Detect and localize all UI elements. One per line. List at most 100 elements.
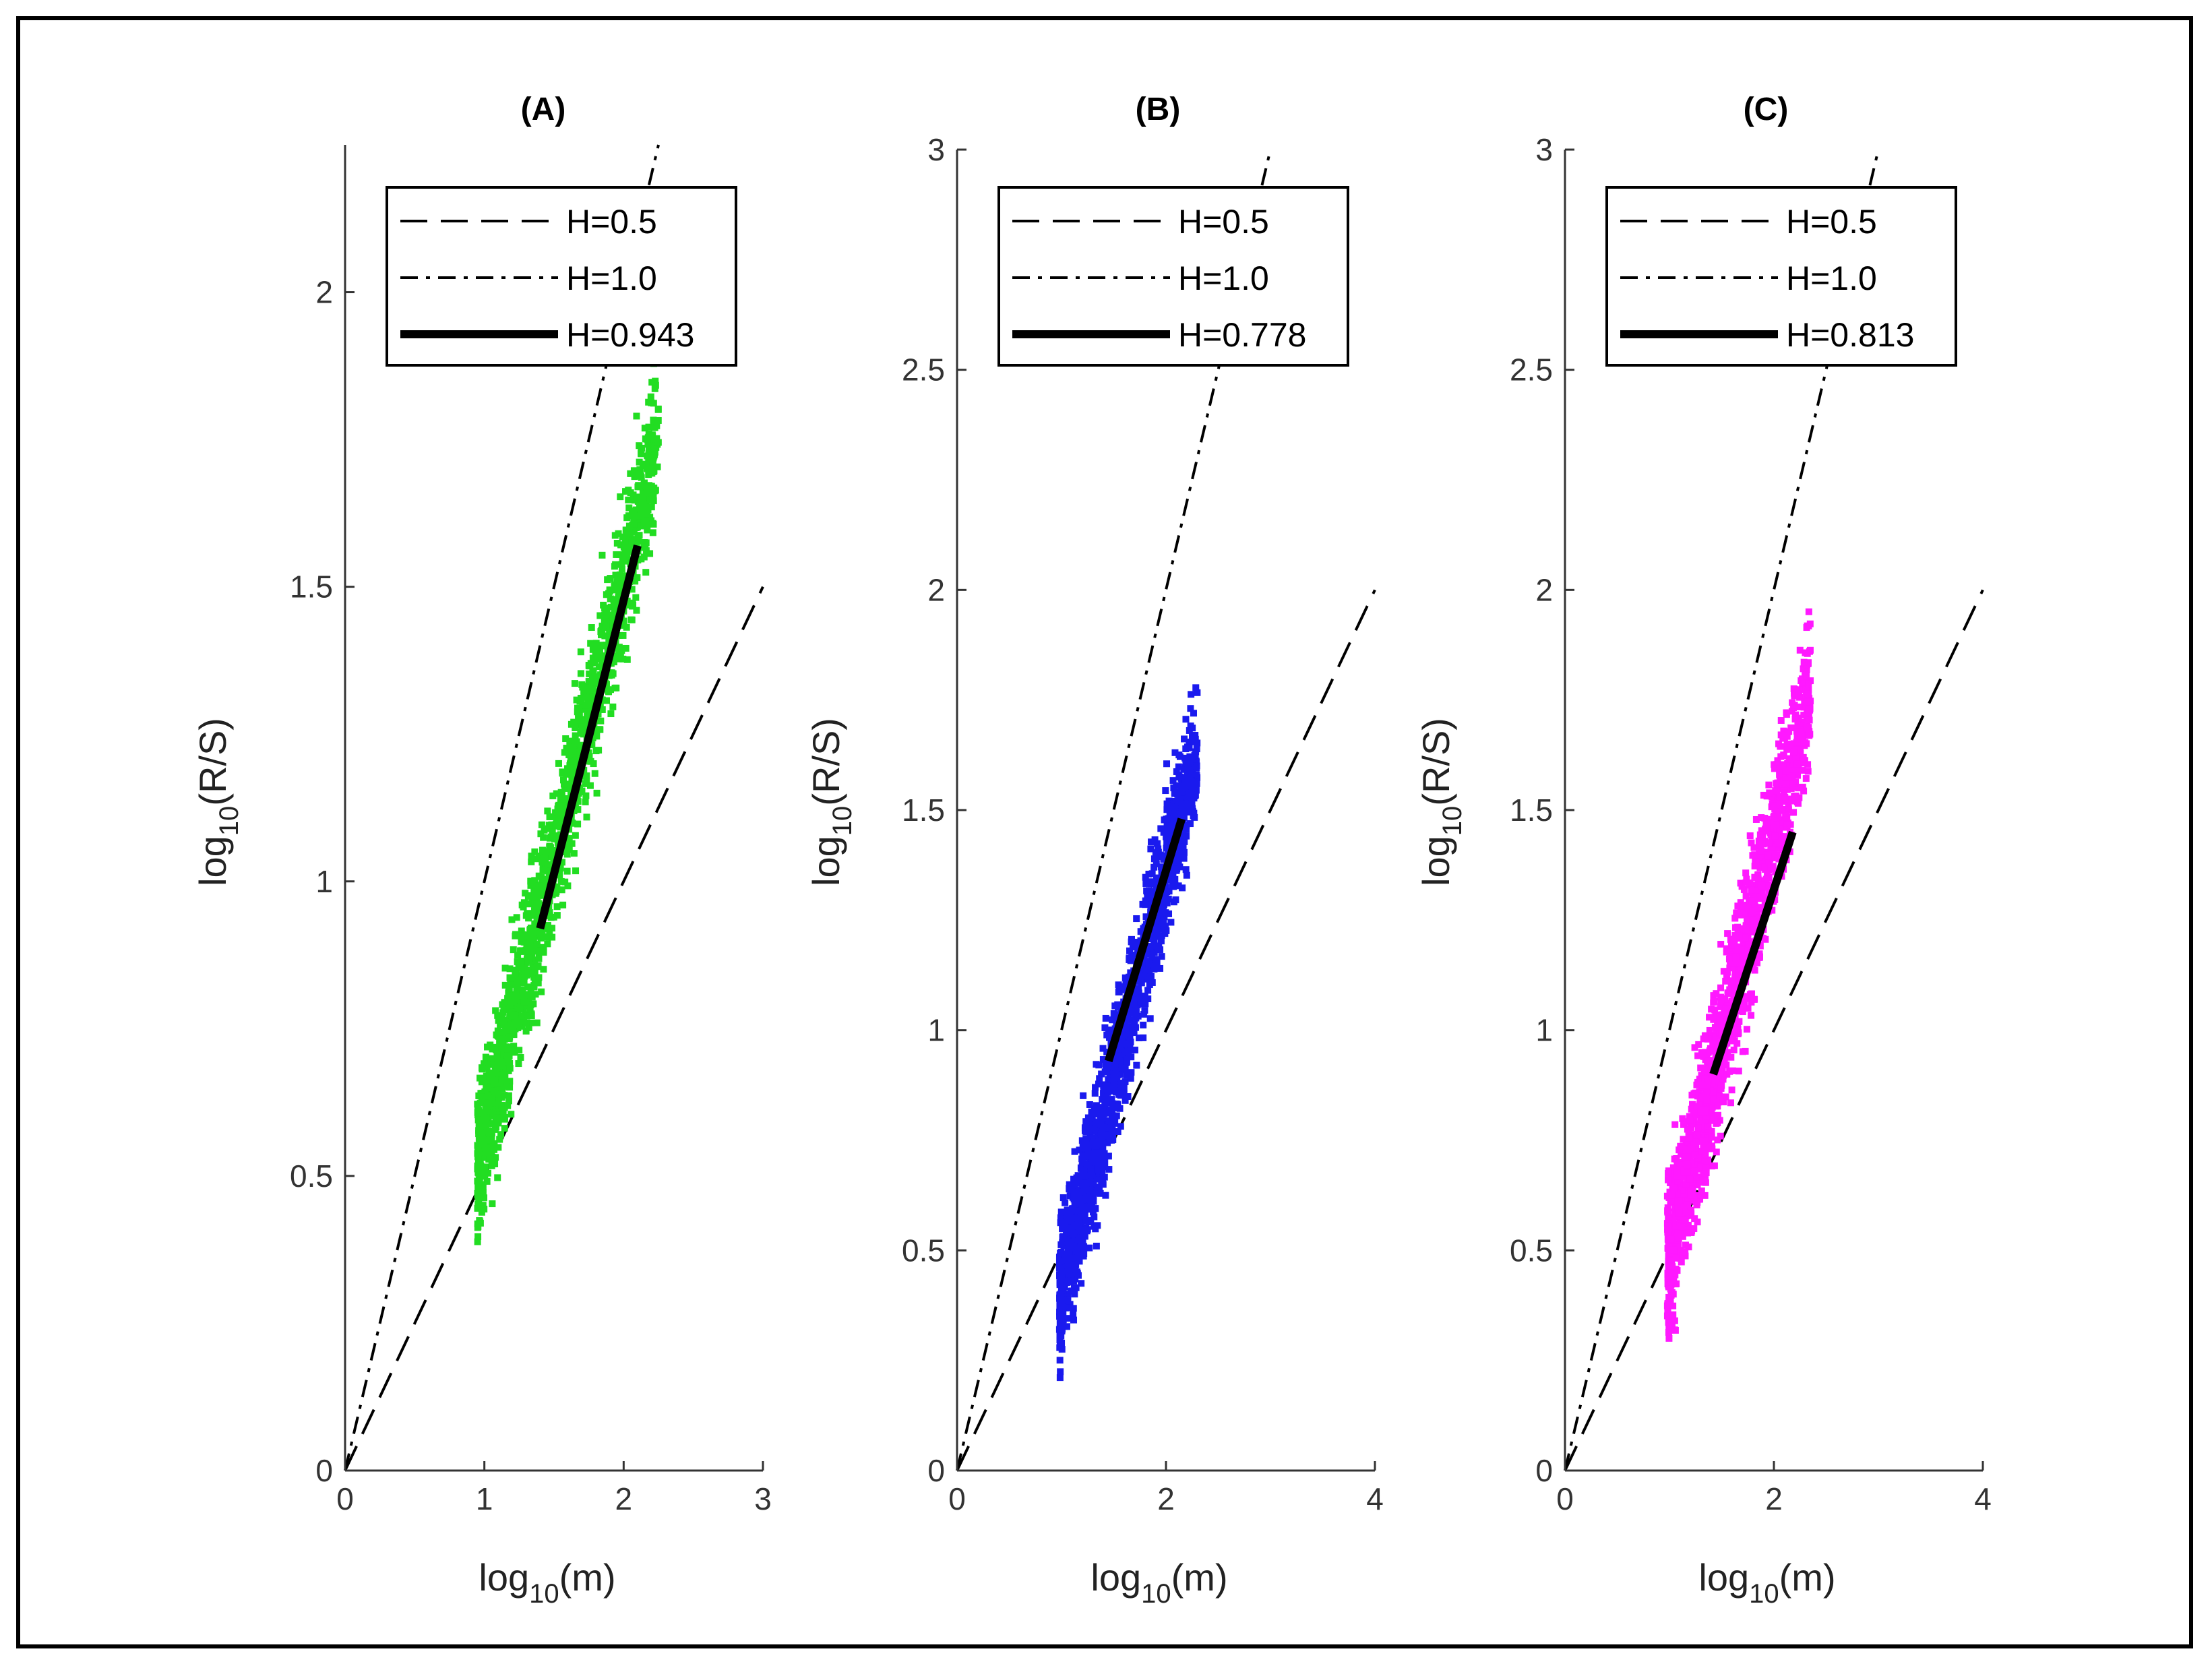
scatter-point (1081, 1233, 1088, 1240)
scatter-point (600, 642, 607, 650)
scatter-point (1181, 774, 1188, 781)
scatter-point (551, 884, 559, 892)
scatter-point (499, 1085, 506, 1092)
scatter-point (1188, 691, 1195, 698)
scatter-point (618, 565, 625, 573)
scatter-point (578, 716, 585, 724)
x-tick-label: 1 (476, 1481, 493, 1516)
scatter-point (1690, 1194, 1698, 1202)
scatter-point (584, 684, 591, 691)
scatter-point (1099, 1167, 1106, 1175)
scatter-point (1120, 1030, 1128, 1038)
scatter-point (1727, 1099, 1734, 1107)
scatter-point (568, 840, 576, 847)
scatter-point (1137, 928, 1144, 935)
scatter-point (519, 993, 526, 1000)
scatter-point (525, 915, 532, 922)
scatter-point (1748, 1012, 1755, 1019)
y-tick-label: 1 (927, 1013, 945, 1048)
scatter-point (1148, 870, 1156, 877)
scatter-point (489, 1109, 497, 1117)
scatter-point (1059, 1287, 1067, 1294)
scatter-point (502, 1080, 510, 1087)
scatter-point (1163, 806, 1171, 813)
scatter-point (648, 379, 656, 386)
scatter-point (585, 716, 592, 723)
scatter-point (1136, 1034, 1143, 1042)
scatter-point (1707, 1031, 1714, 1039)
scatter-point (1193, 762, 1200, 770)
scatter-point (1106, 1136, 1113, 1144)
scatter-point (1096, 1183, 1103, 1191)
scatter-point (1144, 894, 1151, 902)
scatter-point (1102, 1065, 1109, 1072)
scatter-point (571, 680, 578, 687)
scatter-point (1678, 1258, 1685, 1266)
scatter-point (1087, 1201, 1095, 1208)
scatter-point (1667, 1235, 1675, 1243)
scatter-point (549, 792, 557, 799)
scatter-point (1117, 1092, 1124, 1099)
scatter-point (645, 398, 652, 406)
scatter-point (513, 914, 520, 921)
scatter-point (1779, 761, 1787, 768)
scatter-point (537, 830, 545, 838)
scatter-point (549, 828, 556, 836)
scatter-point (1188, 791, 1195, 798)
scatter-point (1686, 1113, 1693, 1120)
scatter-point (1180, 784, 1188, 792)
scatter-point (1185, 782, 1192, 790)
scatter-point (557, 820, 565, 827)
scatter-point (596, 648, 603, 656)
scatter-point (1150, 863, 1158, 871)
scatter-point (1686, 1117, 1694, 1124)
scatter-point (1754, 959, 1761, 966)
scatter-point (1690, 1139, 1698, 1146)
scatter-point (493, 1064, 501, 1072)
scatter-point (589, 646, 596, 653)
scatter-point (1733, 909, 1740, 917)
scatter-point (1769, 793, 1776, 801)
scatter-point (1798, 728, 1805, 735)
scatter-point (1157, 937, 1165, 945)
scatter-point (1057, 1241, 1065, 1248)
scatter-point (1187, 705, 1194, 712)
scatter-point (1146, 944, 1153, 952)
scatter-point (635, 537, 642, 545)
scatter-point (1097, 1162, 1105, 1169)
scatter-point (1774, 779, 1781, 786)
panel-title: (B) (1136, 92, 1181, 127)
scatter-point (1663, 1192, 1671, 1200)
scatter-point (1797, 733, 1804, 741)
scatter-point (1097, 1146, 1104, 1154)
scatter-point (653, 422, 660, 429)
scatter-point (1691, 1179, 1698, 1187)
scatter-point (1777, 743, 1784, 750)
scatter-point (479, 1093, 487, 1101)
scatter-point (1795, 765, 1802, 772)
scatter-point (1664, 1245, 1671, 1252)
legend-label-fit: H=0.778 (1178, 316, 1306, 354)
scatter-point (556, 865, 563, 872)
scatter-point (640, 544, 648, 551)
scatter-point (634, 574, 641, 582)
y-tick-label: 0.5 (1510, 1233, 1553, 1268)
scatter-point (501, 981, 509, 989)
scatter-point (1752, 956, 1760, 963)
scatter-point (510, 1030, 518, 1038)
scatter-point (506, 1033, 514, 1041)
scatter-point (541, 826, 548, 834)
scatter-point (1680, 1136, 1687, 1143)
scatter-point (1793, 689, 1800, 697)
scatter-point (1059, 1194, 1067, 1202)
scatter-point (1088, 1108, 1095, 1115)
scatter-point (1070, 1305, 1077, 1312)
scatter-point (1169, 809, 1177, 816)
scatter-point (654, 405, 662, 412)
scatter-point (488, 1130, 495, 1137)
scatter-point (1803, 724, 1810, 731)
scatter-point (1776, 825, 1783, 832)
scatter-point (501, 1036, 508, 1043)
scatter-point (1777, 731, 1785, 739)
scatter-point (1780, 785, 1787, 793)
